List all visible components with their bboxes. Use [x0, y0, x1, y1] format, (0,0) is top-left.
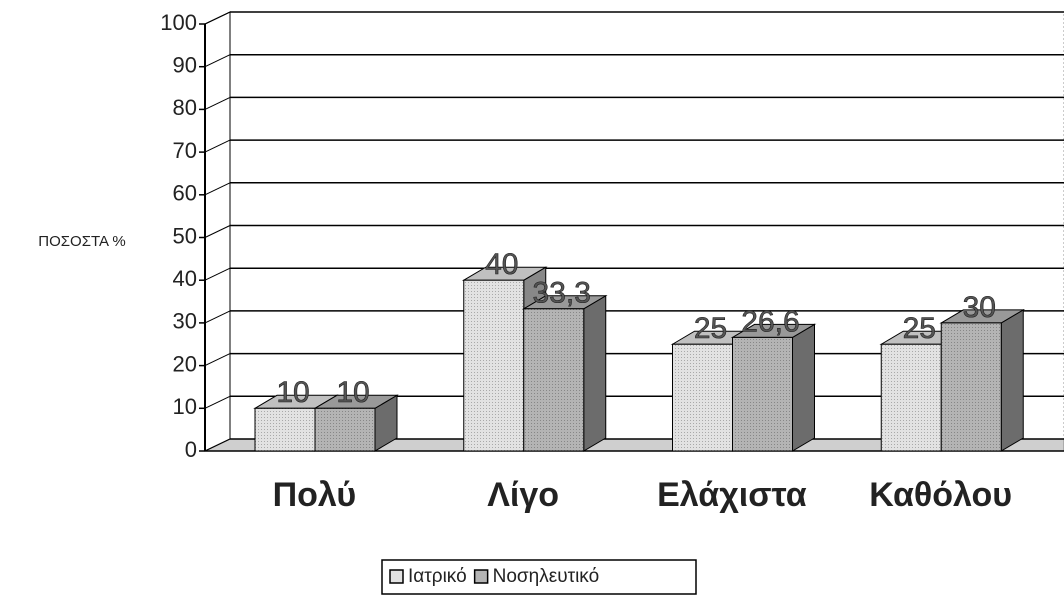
value-label: 30	[963, 291, 996, 324]
y-tick-label: 0	[185, 437, 197, 462]
legend-label: Νοσηλευτικό	[493, 566, 600, 587]
legend-swatch	[389, 569, 404, 584]
x-tick-label: Λίγο	[487, 476, 559, 514]
x-tick-label: Καθόλου	[869, 476, 1012, 514]
value-label: 10	[276, 376, 309, 409]
grid-line-side	[204, 438, 231, 452]
value-label: 40	[485, 248, 518, 281]
legend-label: Ιατρικό	[408, 566, 467, 587]
grid-line-side	[204, 54, 231, 68]
bar-texture	[732, 337, 793, 451]
bar-texture	[881, 344, 942, 451]
y-tick-label: 100	[160, 10, 197, 35]
value-label: 10	[336, 376, 369, 409]
grid-line-side	[204, 96, 231, 110]
bar-texture	[672, 344, 733, 451]
y-tick-label: 50	[173, 223, 197, 248]
bar-texture	[463, 280, 524, 451]
grid-line-side	[204, 225, 231, 238]
bar-texture	[255, 408, 315, 451]
grid-line-side	[204, 267, 231, 281]
y-tick-label: 10	[173, 394, 197, 419]
bar-texture	[941, 322, 1002, 451]
x-tick-label: Ελάχιστα	[657, 476, 807, 514]
y-tick-label: 40	[173, 266, 197, 291]
value-label: 33,3	[533, 277, 591, 310]
y-tick-label: 20	[173, 351, 197, 376]
legend	[381, 559, 697, 595]
value-label: 26,6	[741, 305, 799, 338]
y-tick-label: 60	[173, 181, 197, 206]
legend-swatch	[473, 569, 489, 584]
bar-side	[583, 294, 607, 452]
bar	[939, 309, 1026, 452]
grid-line-side	[204, 139, 231, 153]
bar	[313, 394, 399, 452]
bar	[521, 294, 608, 452]
value-label: 25	[694, 312, 727, 345]
grid-line-side	[204, 11, 231, 25]
value-label: 25	[903, 312, 936, 345]
bar-texture	[523, 308, 584, 451]
y-tick-label: 70	[173, 138, 197, 163]
bar-texture	[315, 408, 375, 451]
bar-side	[1000, 309, 1024, 452]
grid-line-side	[204, 353, 231, 367]
bar-side	[792, 323, 815, 452]
y-tick-label: 80	[173, 95, 197, 120]
y-axis-label: ΠΟΣΟΣΤΑ %	[38, 233, 125, 250]
y-tick-label: 90	[173, 53, 197, 78]
grid-line-side	[204, 395, 231, 409]
x-tick-label: Πολύ	[273, 476, 357, 514]
grid-line-side	[204, 310, 231, 324]
y-tick-label: 30	[173, 309, 197, 334]
bar	[730, 323, 817, 452]
grid-line-side	[204, 182, 231, 196]
